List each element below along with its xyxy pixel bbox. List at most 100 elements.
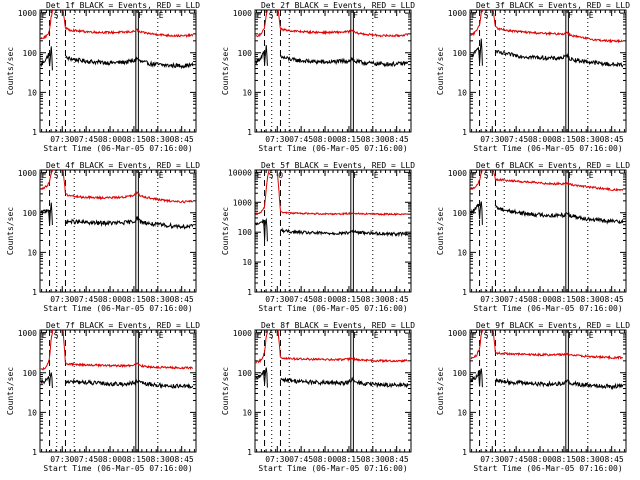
x-axis-label: Start Time (06-Mar-05 07:16:00) [43,144,192,153]
x-tick-label: 08:30 [361,295,385,304]
x-tick-label: 08:45 [385,135,409,144]
x-tick-label: 08:00 [98,455,122,464]
y-tick-label: 1 [462,288,467,297]
panel-title: Det 5f BLACK = Events, RED = LLD [261,161,415,170]
interval-marker-label: E [589,171,594,180]
events-series-line [280,227,409,238]
lld-series-line [470,9,484,37]
x-tick-label: 08:15 [122,455,146,464]
x-axis-label: Start Time (06-Mar-05 07:16:00) [43,304,192,313]
events-series-line [65,215,194,230]
lld-series-line [277,329,408,364]
lld-series-line [255,9,269,38]
x-tick-label: 08:45 [385,295,409,304]
x-tick-label: 07:30 [50,135,74,144]
x-tick-label: 07:30 [480,295,504,304]
panel-title: Det 9f BLACK = Events, RED = LLD [476,321,630,330]
x-tick-label: 08:30 [146,135,170,144]
plot-frame [254,329,412,453]
detector-panel-9: Det 9f BLACK = Events, RED = LLD 1 10 100 10… [436,321,630,473]
x-tick-label: 08:45 [600,455,624,464]
interval-marker-label: F [138,171,143,180]
x-tick-label: 08:30 [146,455,170,464]
y-tick-label: 1000 [448,169,467,178]
detector-panel-3: Det 3f BLACK = Events, RED = LLD 1 10 100 10… [436,1,630,153]
interval-marker-label: S [54,11,59,20]
interval-marker-label: S [54,171,59,180]
interval-marker-label: O [278,171,283,180]
lld-series-line [277,9,409,38]
events-series-line [255,217,268,242]
y-tick-label: 10 [27,248,37,257]
y-tick-label: 10000 [228,168,252,177]
y-tick-label: 100 [453,209,468,218]
interval-marker-label: E [42,331,47,340]
interval-marker-label: E [374,171,379,180]
x-tick-label: 08:15 [337,295,361,304]
x-tick-label: 08:45 [170,135,194,144]
panel-title: Det 2f BLACK = Events, RED = LLD [261,1,415,10]
y-tick-label: 1000 [18,329,37,338]
plot-frame [469,9,627,133]
events-series-line [255,367,268,388]
interval-marker-label: E [374,11,379,20]
x-tick-label: 08:30 [576,455,600,464]
interval-marker-label: E [257,11,262,20]
interval-marker-label: E [159,171,164,180]
lld-series-line [492,9,623,44]
y-tick-label: 1000 [18,9,37,18]
interval-marker-label: E [257,331,262,340]
x-tick-label: 08:30 [576,135,600,144]
y-tick-label: 1 [462,128,467,137]
x-tick-label: 07:30 [480,135,504,144]
x-tick-label: 07:45 [289,295,313,304]
x-tick-label: 08:00 [98,135,122,144]
interval-marker-label: F [138,11,143,20]
y-axis-label: Counts/sec [221,367,230,415]
x-tick-label: 07:30 [480,455,504,464]
detector-panel-6: Det 6f BLACK = Events, RED = LLD 1 10 100 10… [436,161,630,313]
x-tick-label: 08:00 [313,455,337,464]
y-tick-label: 100 [23,209,38,218]
y-tick-label: 1 [247,128,252,137]
interval-marker-label: E [472,331,477,340]
detector-panel-4: Det 4f BLACK = Events, RED = LLD 1 10 100 10… [6,161,200,313]
x-tick-label: 08:15 [552,295,576,304]
plot-frame [254,9,412,133]
interval-marker-label: E [159,331,164,340]
events-series-line [280,54,409,68]
interval-marker-label: E [42,11,47,20]
x-tick-label: 08:00 [528,455,552,464]
interval-marker-label: E [589,331,594,340]
panel-title: Det 3f BLACK = Events, RED = LLD [476,1,630,10]
panel-title: Det 1f BLACK = Events, RED = LLD [46,1,200,10]
lld-series-line [40,329,54,371]
x-tick-label: 08:15 [337,135,361,144]
x-axis-label: Start Time (06-Mar-05 07:16:00) [258,144,407,153]
interval-marker-label: E [257,171,262,180]
lld-series-line [276,169,409,217]
x-axis-label: Start Time (06-Mar-05 07:16:00) [258,304,407,313]
x-tick-label: 08:45 [170,455,194,464]
interval-marker-label: E [374,331,379,340]
events-series-line [495,378,624,391]
lld-series-line [255,329,269,364]
x-axis-label: Start Time (06-Mar-05 07:16:00) [473,464,622,473]
x-tick-label: 08:15 [122,295,146,304]
y-tick-label: 100 [238,369,253,378]
interval-marker-label: F [568,171,573,180]
y-tick-label: 1000 [233,329,252,338]
y-tick-label: 10 [457,408,467,417]
y-tick-label: 10 [27,88,37,97]
x-tick-label: 08:30 [576,295,600,304]
lld-series-line [255,169,270,216]
y-tick-label: 100 [453,369,468,378]
panel-title: Det 4f BLACK = Events, RED = LLD [46,161,200,170]
events-series-line [470,368,483,388]
x-tick-label: 07:30 [50,295,74,304]
lld-series-line [62,9,194,38]
lld-series-line [470,169,483,190]
plot-frame [39,329,197,453]
interval-marker-label: S [484,171,489,180]
